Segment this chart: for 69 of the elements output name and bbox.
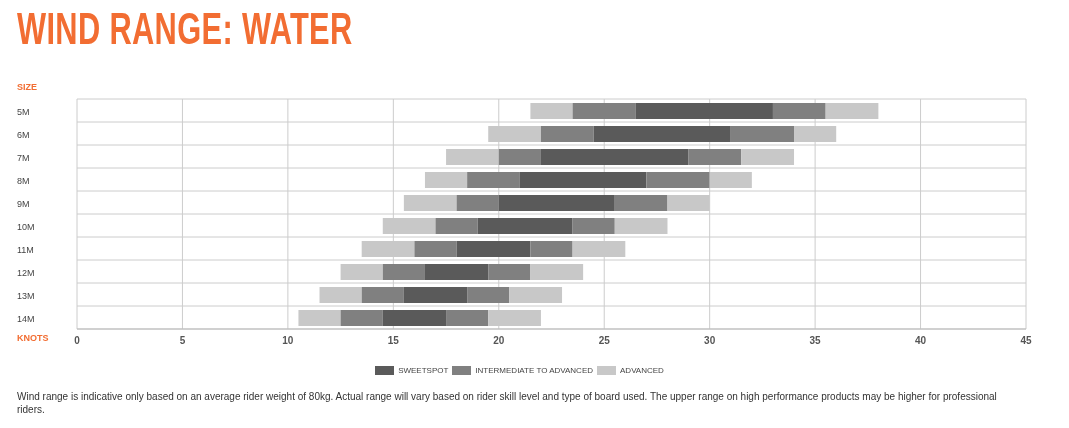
- bar: [730, 126, 795, 142]
- bar: [403, 195, 457, 211]
- y-tick-label: 6M: [17, 129, 30, 140]
- x-axis-title: KNOTS: [17, 333, 49, 343]
- bar: [646, 172, 710, 188]
- bar: [424, 264, 489, 280]
- y-tick-label: 9M: [17, 198, 30, 209]
- bar: [319, 287, 362, 303]
- y-axis-title: SIZE: [17, 82, 38, 92]
- y-tick-label: 13M: [17, 290, 35, 301]
- legend-label: SWEETSPOT: [398, 366, 449, 375]
- bar: [530, 264, 584, 280]
- y-tick-label: 11M: [17, 244, 34, 255]
- bar: [340, 264, 383, 280]
- bar: [635, 103, 773, 119]
- bar: [825, 103, 879, 119]
- bar: [456, 195, 499, 211]
- y-tick-label: 8M: [17, 175, 30, 186]
- y-tick-label: 5M: [17, 106, 30, 117]
- y-tick-label: 10M: [17, 221, 35, 232]
- bar: [361, 287, 404, 303]
- bar: [519, 172, 647, 188]
- bar: [414, 241, 457, 257]
- x-tick-label: 15: [387, 335, 400, 347]
- bar: [456, 241, 531, 257]
- x-tick-label: 35: [809, 335, 822, 347]
- bar: [688, 149, 742, 165]
- legend-label: ADVANCED: [620, 366, 664, 375]
- bar: [435, 218, 478, 234]
- y-tick-label: 14M: [17, 313, 35, 324]
- x-tick-label: 20: [493, 335, 505, 347]
- x-tick-label: 0: [74, 335, 81, 347]
- bar: [498, 149, 541, 165]
- y-tick-label: 7M: [17, 152, 30, 163]
- bar: [403, 287, 468, 303]
- x-tick-label: 45: [1020, 335, 1032, 347]
- text: Wind range is indicative only based on an average rider weight of 80kg. Actual range will vary based on rider skill level and type of board used. The upper range on high performance products may be higher for professional riders.: [17, 390, 998, 416]
- bar: [593, 126, 731, 142]
- bar: [467, 287, 510, 303]
- bar: [509, 287, 563, 303]
- bar: [424, 172, 468, 188]
- bar: [614, 195, 668, 211]
- legend-label: INTERMEDIATE TO ADVANCED: [475, 366, 594, 375]
- bar: [298, 310, 341, 326]
- x-tick-label: 5: [179, 335, 186, 347]
- bar: [530, 241, 573, 257]
- bar: [572, 103, 636, 119]
- bar: [382, 310, 447, 326]
- bar: [572, 218, 615, 234]
- x-tick-label: 40: [914, 335, 927, 347]
- bar: [340, 310, 383, 326]
- bar: [540, 149, 689, 165]
- bar: [467, 172, 520, 188]
- bar: [614, 218, 668, 234]
- bar: [741, 149, 795, 165]
- bar: [530, 103, 573, 119]
- bar: [709, 172, 752, 188]
- chart-title: WIND RANGE: WATER: [17, 4, 353, 54]
- y-tick-label: 12M: [17, 267, 35, 278]
- bar: [446, 310, 489, 326]
- bar: [498, 195, 615, 211]
- x-tick-label: 30: [704, 335, 716, 347]
- bar: [772, 103, 826, 119]
- bar: [488, 264, 531, 280]
- bar: [540, 126, 594, 142]
- bar: [477, 218, 573, 234]
- bar: [382, 264, 425, 280]
- x-tick-label: 25: [598, 335, 611, 347]
- x-tick-label: 10: [282, 335, 294, 347]
